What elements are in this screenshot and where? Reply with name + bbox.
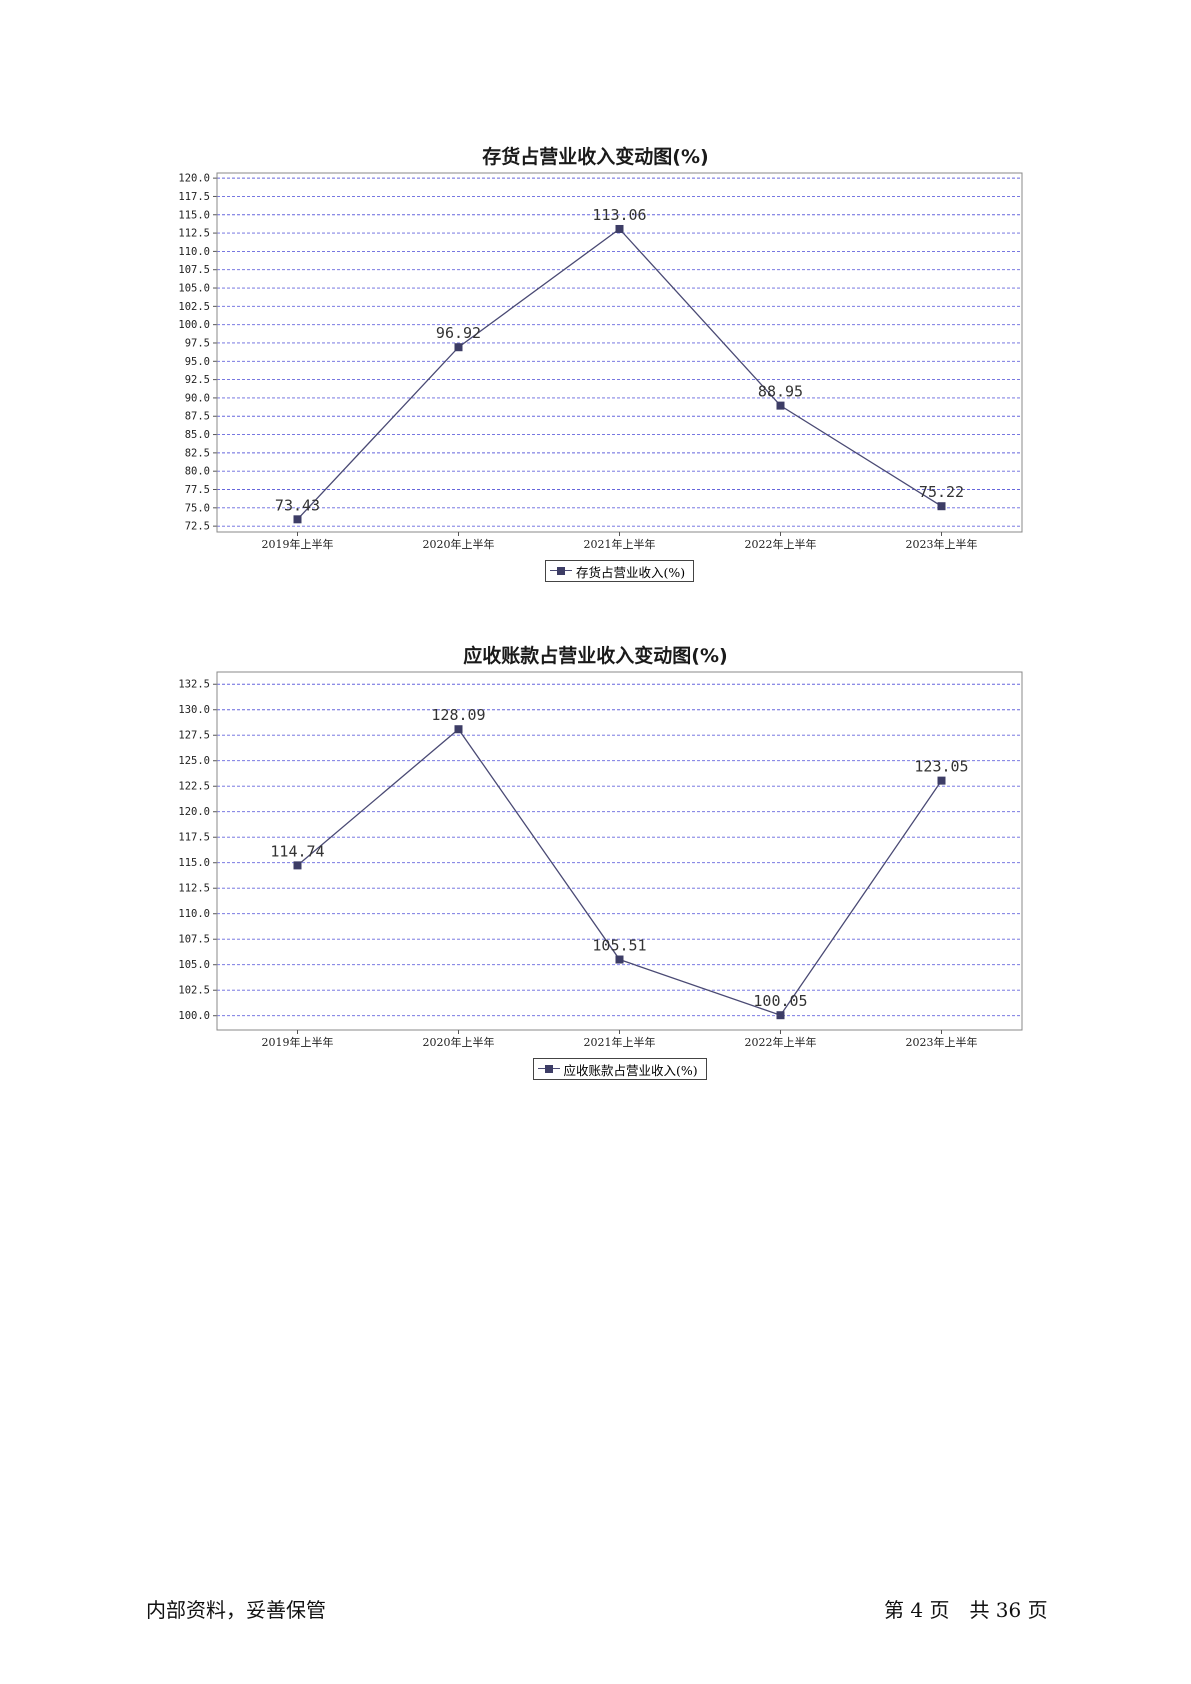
data-label: 105.51 (592, 937, 646, 955)
legend-label: 应收账款占营业收入(%) (563, 1062, 698, 1078)
data-label: 73.43 (275, 496, 320, 514)
y-tick-label: 72.5 (185, 521, 210, 533)
data-label: 96.92 (436, 324, 481, 342)
x-tick-label: 2019年上半年 (262, 1035, 334, 1049)
y-tick-label: 107.5 (178, 264, 210, 276)
data-point (776, 1011, 785, 1020)
y-tick-label: 110.0 (178, 246, 210, 258)
y-tick-label: 92.5 (185, 374, 210, 386)
data-label: 88.95 (758, 383, 803, 401)
y-tick-label: 112.5 (178, 228, 210, 240)
y-tick-label: 102.5 (178, 301, 210, 313)
data-label: 128.09 (431, 706, 485, 724)
y-tick-label: 87.5 (185, 411, 210, 423)
y-tick-label: 110.0 (178, 908, 210, 920)
chart-title: 应收账款占营业收入变动图(%) (463, 645, 728, 667)
footer-left: 内部资料，妥善保管 (146, 1598, 326, 1622)
series-line (297, 728, 943, 1016)
chart-plot: 72.5 75.0 77.5 80.0 82.5 85.0 87.5 90.0 92.5 95.0… (178, 172, 1023, 551)
plot-border (216, 671, 1023, 1031)
chart-plot: 100.0 102.5 105.0 107.5 110.0 112.5 115.0 117.5… (178, 671, 1023, 1049)
x-tick-label: 2023年上半年 (906, 537, 978, 551)
y-tick-label: 122.5 (178, 781, 210, 793)
x-tick-label: 2019年上半年 (262, 537, 334, 551)
y-tick-label: 105.0 (178, 283, 210, 295)
y-tick-label: 117.5 (178, 832, 210, 844)
data-point (293, 861, 302, 870)
y-tick-label: 132.5 (178, 679, 210, 691)
data-label: 114.74 (270, 842, 324, 860)
y-tick-label: 82.5 (185, 447, 210, 459)
y-tick-label: 125.0 (178, 755, 210, 767)
x-tick-label: 2022年上半年 (745, 1035, 817, 1049)
y-tick-label: 112.5 (178, 883, 210, 895)
y-tick-label: 80.0 (185, 466, 210, 478)
data-point (937, 502, 946, 511)
footer-page-number: 第 4 页 共 36 页 (884, 1598, 1048, 1622)
data-point (293, 515, 302, 524)
legend-label: 存货占营业收入(%) (576, 564, 686, 580)
data-point (454, 725, 463, 734)
data-point (776, 401, 785, 410)
y-tick-label: 117.5 (178, 191, 210, 203)
y-tick-label: 120.0 (178, 806, 210, 818)
y-tick-label: 107.5 (178, 934, 210, 946)
y-tick-label: 115.0 (178, 209, 210, 221)
y-tick-label: 127.5 (178, 730, 210, 742)
y-tick-label: 95.0 (185, 356, 210, 368)
y-tick-label: 77.5 (185, 484, 210, 496)
y-tick-label: 100.0 (178, 1010, 210, 1022)
y-tick-label: 85.0 (185, 429, 210, 441)
y-tick-label: 105.0 (178, 959, 210, 971)
data-label: 113.06 (592, 206, 646, 224)
chart-legend: 应收账款占营业收入(%) (532, 1058, 707, 1080)
y-tick-label: 130.0 (178, 704, 210, 716)
x-tick-label: 2022年上半年 (745, 537, 817, 551)
x-tick-label: 2020年上半年 (423, 537, 495, 551)
legend-marker-icon (537, 1064, 560, 1074)
y-tick-label: 100.0 (178, 319, 210, 331)
y-tick-label: 115.0 (178, 857, 210, 869)
y-tick-label: 75.0 (185, 502, 210, 514)
x-tick-label: 2023年上半年 (906, 1035, 978, 1049)
x-tick-label: 2021年上半年 (584, 537, 656, 551)
legend-marker-icon (550, 566, 572, 576)
data-point (937, 776, 946, 785)
y-tick-label: 90.0 (185, 392, 210, 404)
chart-legend: 存货占营业收入(%) (545, 560, 695, 582)
data-point (615, 224, 624, 233)
data-point (615, 955, 624, 964)
data-label: 75.22 (919, 483, 964, 501)
y-tick-label: 120.0 (178, 173, 210, 185)
y-tick-label: 97.5 (185, 337, 210, 349)
data-point (454, 343, 463, 352)
chart-title: 存货占营业收入变动图(%) (482, 146, 709, 168)
y-tick-label: 102.5 (178, 985, 210, 997)
data-label: 123.05 (914, 758, 968, 776)
data-label: 100.05 (753, 992, 807, 1010)
x-tick-label: 2020年上半年 (423, 1035, 495, 1049)
x-tick-label: 2021年上半年 (584, 1035, 656, 1049)
